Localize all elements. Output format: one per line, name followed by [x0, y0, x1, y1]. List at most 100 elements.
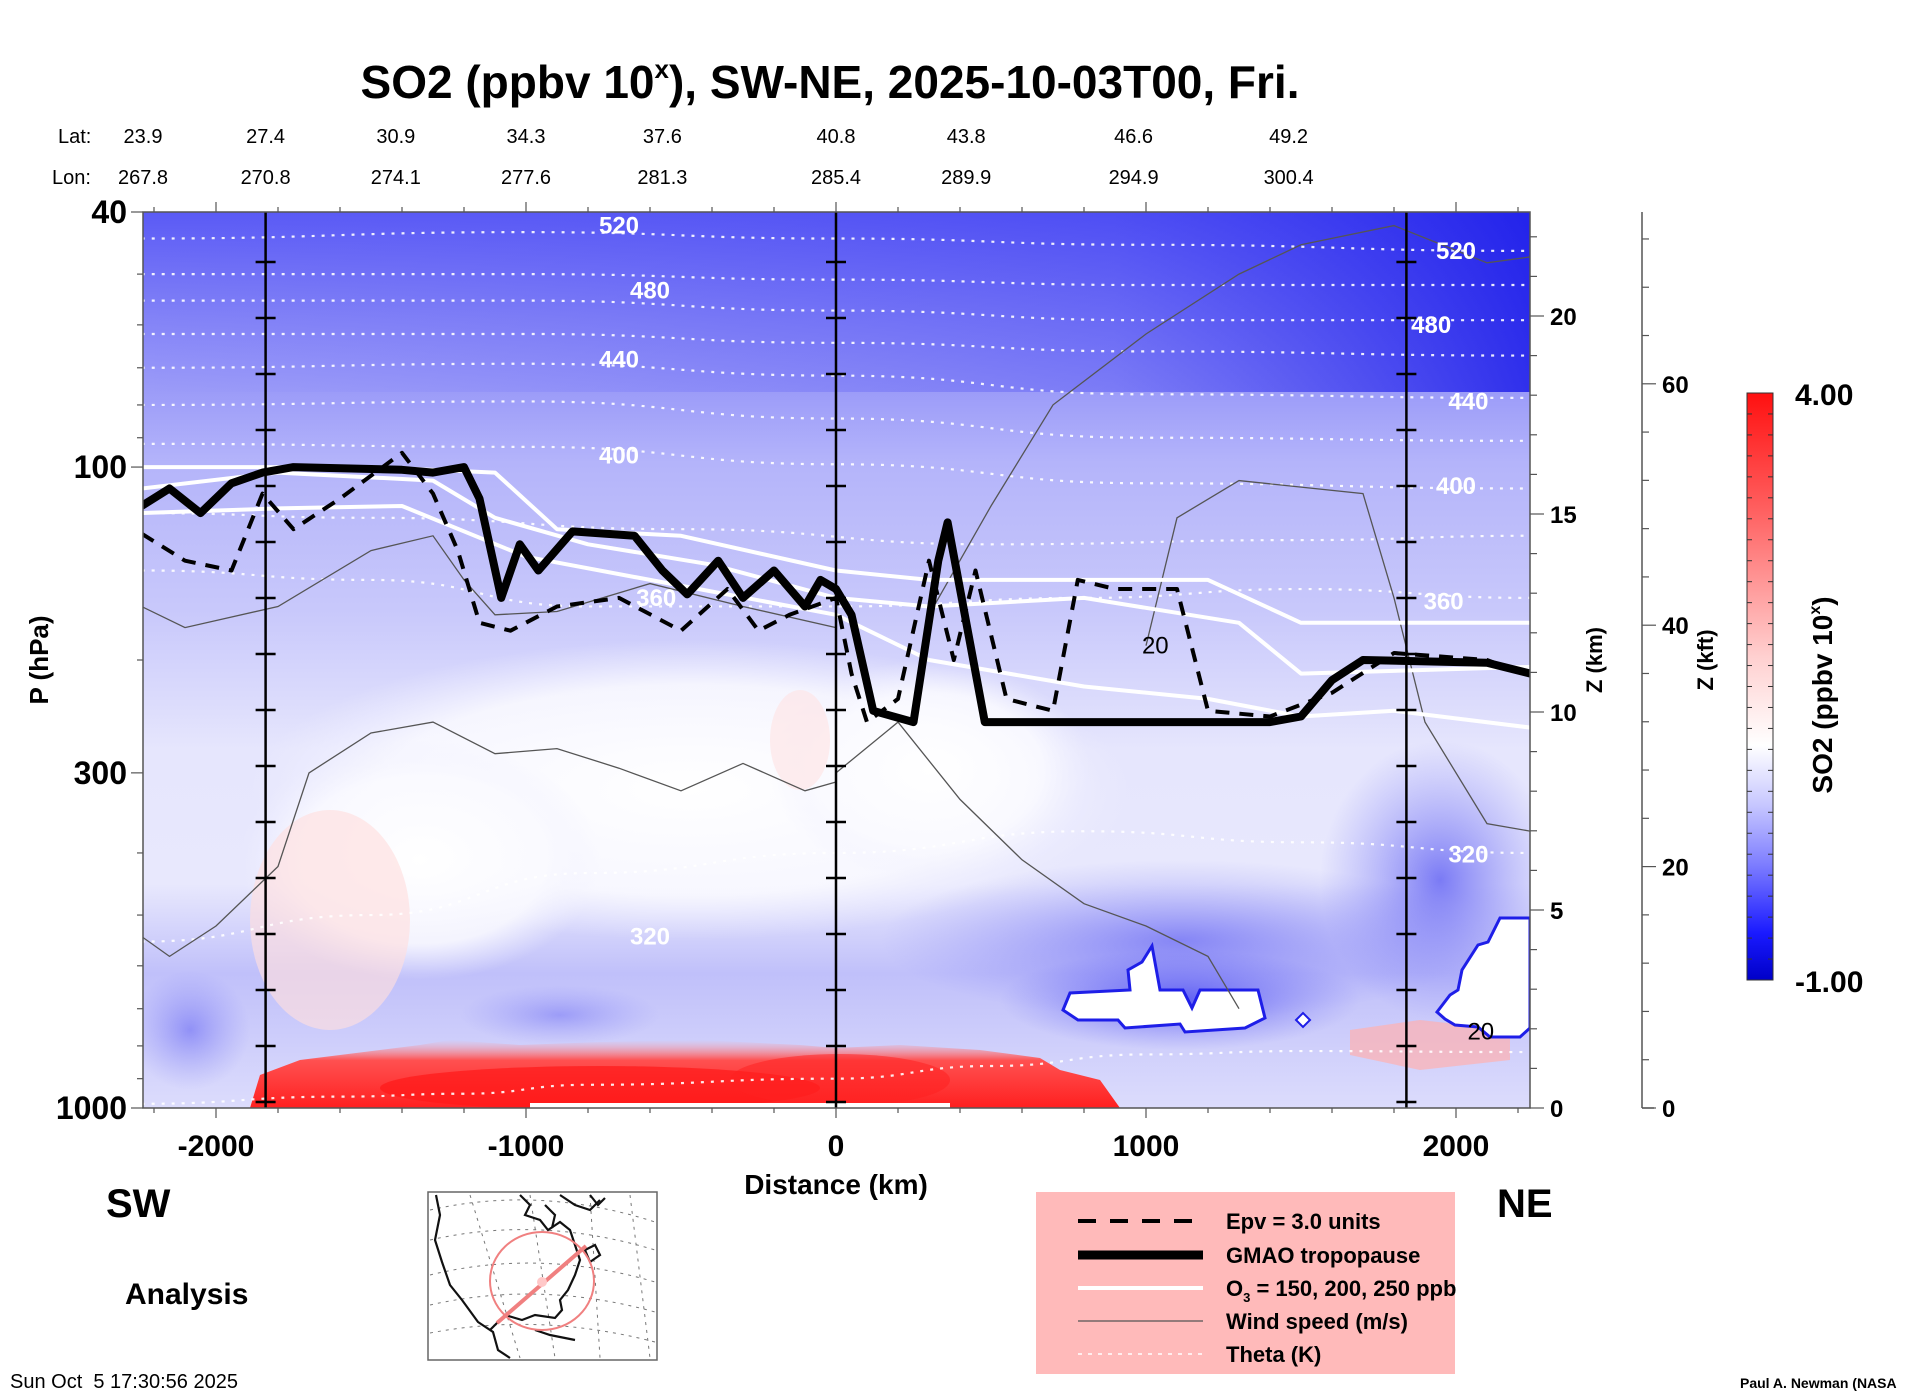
chart-title-main: SO2 (ppbv 10	[361, 56, 655, 108]
legend-label: O3 = 150, 200, 250 ppb	[1226, 1276, 1456, 1305]
x-tick-label: 1000	[1113, 1130, 1180, 1163]
faint-positive-region	[770, 690, 830, 790]
lat-value: 23.9	[124, 126, 163, 148]
legend-label: GMAO tropopause	[1226, 1243, 1420, 1268]
x-tick-label: 0	[828, 1130, 845, 1163]
lon-label: Lon:	[52, 167, 91, 189]
theta-contour-320	[143, 830, 1530, 943]
ozone-250ppb-line	[143, 504, 1530, 730]
z-km-tick-label: 5	[1550, 898, 1563, 925]
z-km-axis-title: Z (km)	[1582, 627, 1607, 693]
y-tick-label: 300	[74, 755, 127, 791]
wind-speed-contour	[1145, 479, 1530, 832]
theta-label: 400	[599, 443, 639, 470]
lat-value: 49.2	[1269, 126, 1308, 148]
y-axis-title: P (hPa)	[24, 615, 54, 704]
masked-region	[1061, 941, 1267, 1034]
timestamp: Sun Oct 5 17:30:56 2025	[10, 1371, 238, 1393]
lat-value: 43.8	[947, 126, 986, 148]
chart-title-suffix: ), SW-NE, 2025-10-03T00, Fri.	[669, 56, 1300, 108]
inset-map	[427, 1191, 658, 1361]
z-kft-tick-label: 60	[1662, 372, 1689, 399]
z-kft-tick-label: 20	[1662, 855, 1689, 882]
legend: Epv = 3.0 units GMAO tropopause O3 = 150, …	[1036, 1192, 1456, 1374]
theta-label: 480	[1411, 312, 1451, 339]
legend-label: Theta (K)	[1226, 1342, 1321, 1367]
colorbar-min-label: -1.00	[1795, 966, 1863, 999]
lon-value: 270.8	[241, 167, 291, 189]
theta-label: 360	[1424, 588, 1464, 615]
colorbar-title-sup: x	[1807, 606, 1824, 615]
z-km-tick-label: 10	[1550, 700, 1577, 727]
lon-value: 300.4	[1264, 167, 1314, 189]
colorbar-title-main: SO2 (ppbv 10	[1807, 615, 1838, 794]
faint-positive-region	[250, 810, 410, 1030]
theta-contour-500	[143, 273, 1530, 287]
chart-title: SO2 (ppbv 10x), SW-NE, 2025-10-03T00, Fr…	[361, 54, 1300, 108]
sw-direction-label: SW	[106, 1182, 171, 1226]
z-km-tick-label: 15	[1550, 502, 1577, 529]
lat-value: 27.4	[246, 126, 285, 148]
z-km-tick-label: 0	[1550, 1096, 1563, 1123]
theta-label: 440	[1448, 388, 1488, 415]
z-kft-tick-label: 0	[1662, 1096, 1675, 1123]
analysis-label: Analysis	[125, 1278, 248, 1311]
surface-white-strip	[530, 1103, 950, 1108]
theta-contour-380	[143, 512, 1530, 546]
author-credit: Paul A. Newman (NASA	[1740, 1375, 1897, 1391]
lat-value: 30.9	[376, 126, 415, 148]
y-tick-label: 40	[91, 194, 127, 230]
wind-speed-contour	[835, 721, 1240, 1010]
theta-contour-440	[143, 362, 1530, 399]
ozone-200ppb-line	[143, 470, 1530, 676]
lat-label: Lat:	[58, 126, 91, 148]
axes: -2000 -1000 0 1000 2000 40 100 300 1000 0 5 10 15 20 0…	[56, 194, 1689, 1163]
theta-label: 520	[599, 213, 639, 240]
legend-label-subscript: 3	[1243, 1290, 1250, 1305]
legend-label: Wind speed (m/s)	[1226, 1309, 1408, 1334]
boundary-layer-high-so2	[380, 1066, 820, 1108]
x-tick-label: -2000	[178, 1130, 255, 1163]
theta-label: 400	[1436, 473, 1476, 500]
theta-contour-480	[143, 299, 1530, 322]
plot-area: 520 480 440 400 360 320 520 480 440 400 360 320 20 20	[143, 212, 1530, 1108]
theta-label: 360	[636, 585, 676, 612]
theta-contour-520	[143, 231, 1530, 253]
theta-contour-400	[143, 442, 1530, 490]
wind-speed-label: 20	[1142, 633, 1169, 660]
y-tick-label: 100	[74, 449, 127, 485]
lon-value: 267.8	[118, 167, 168, 189]
z-kft-axis-title: Z (kft)	[1693, 629, 1718, 690]
lower-blue-region	[143, 970, 250, 1090]
colorbar-max-label: 4.00	[1795, 379, 1853, 412]
map-center-marker	[537, 1277, 547, 1287]
lower-right-pink-band	[1350, 1020, 1510, 1070]
wind-speed-label: 20	[1467, 1019, 1494, 1046]
colorbar	[1746, 392, 1774, 981]
legend-label: Epv = 3.0 units	[1226, 1209, 1381, 1234]
theta-label: 320	[1448, 841, 1488, 868]
legend-label-part: O	[1226, 1276, 1243, 1301]
z-kft-tick-label: 40	[1662, 613, 1689, 640]
lower-blue-region	[460, 985, 660, 1045]
lon-value: 274.1	[371, 167, 421, 189]
ne-direction-label: NE	[1497, 1182, 1553, 1226]
lat-value: 46.6	[1114, 126, 1153, 148]
boundary-layer-high-so2	[730, 1054, 950, 1106]
x-axis-title: Distance (km)	[744, 1169, 928, 1200]
lon-value: 281.3	[637, 167, 687, 189]
map-range-circle	[489, 1231, 595, 1331]
masked-region	[1434, 916, 1530, 1039]
theta-label: 480	[630, 277, 670, 304]
colorbar-title: SO2 (ppbv 10x)	[1807, 596, 1838, 793]
x-tick-label: -1000	[488, 1130, 565, 1163]
theta-contour-420	[143, 400, 1530, 442]
theta-contour-360	[143, 569, 1530, 608]
chart-title-sup: x	[654, 54, 669, 84]
wind-speed-contour	[928, 224, 1530, 616]
theta-label: 320	[630, 923, 670, 950]
lat-lon-row: 23.9 27.4 30.9 34.3 37.6 40.8 43.8 46.6 49.2 267.…	[118, 126, 1314, 189]
low-concentration-region	[770, 660, 1090, 880]
tropopause-line	[143, 463, 1530, 727]
contour-lines: 520 480 440 400 360 320 520 480 440 400 360 320 20 20	[143, 212, 1530, 1108]
